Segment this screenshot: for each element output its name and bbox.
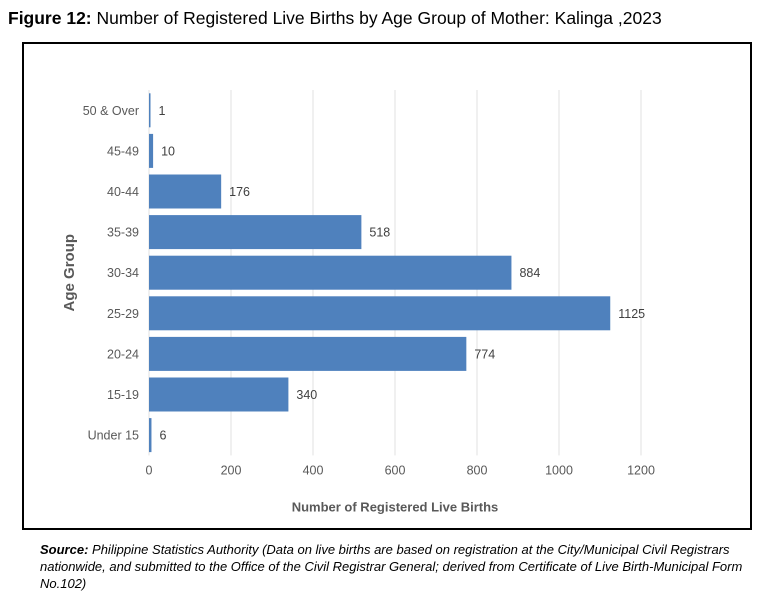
x-tick-label: 1200 — [627, 463, 655, 477]
y-tick-label: 50 & Over — [83, 104, 139, 118]
figure-label: Figure 12: — [8, 8, 92, 28]
y-axis-title: Age Group — [61, 234, 78, 312]
source-note: Source: Philippine Statistics Authority … — [40, 541, 775, 592]
y-tick-label: 15-19 — [107, 388, 139, 402]
data-label: 884 — [519, 266, 540, 280]
data-label: 6 — [159, 429, 166, 443]
bar — [149, 255, 512, 290]
x-tick-label: 1000 — [545, 463, 573, 477]
y-tick-label: Under 15 — [88, 429, 139, 443]
chart-frame: 0 200 400 600 800 1000 1200 50 & Over 1 45-49 10 40… — [22, 42, 752, 530]
bar — [149, 93, 151, 128]
data-label: 340 — [296, 388, 317, 402]
x-axis-title: Number of Registered Live Births — [292, 499, 499, 514]
y-tick-label: 30-34 — [107, 266, 139, 280]
source-label: Source: — [40, 542, 89, 557]
x-tick-label: 800 — [467, 463, 488, 477]
data-label: 518 — [369, 226, 390, 240]
y-tick-label: 20-24 — [107, 347, 139, 361]
bar — [149, 133, 154, 168]
y-tick-label: 45-49 — [107, 144, 139, 158]
x-tick-label: 400 — [303, 463, 324, 477]
bar — [149, 336, 467, 371]
bar — [149, 215, 362, 250]
bar-chart: 0 200 400 600 800 1000 1200 50 & Over 1 45-49 10 40… — [61, 90, 655, 514]
data-label: 10 — [161, 144, 175, 158]
bar — [149, 418, 152, 453]
data-label: 1125 — [618, 307, 645, 321]
y-tick-label: 25-29 — [107, 307, 139, 321]
source-text: Philippine Statistics Authority (Data on… — [40, 542, 743, 591]
y-tick-label: 40-44 — [107, 185, 139, 199]
figure-title: Figure 12: Number of Registered Live Bir… — [8, 8, 662, 29]
data-label: 176 — [229, 185, 250, 199]
data-label: 774 — [474, 347, 495, 361]
y-tick-label: 35-39 — [107, 226, 139, 240]
bar — [149, 296, 611, 331]
data-label: 1 — [159, 104, 166, 118]
x-tick-label: 200 — [221, 463, 242, 477]
bar — [149, 174, 222, 209]
figure-title-text: Number of Registered Live Births by Age … — [96, 8, 662, 28]
bar — [149, 377, 289, 412]
x-tick-label: 0 — [146, 463, 153, 477]
x-tick-label: 600 — [385, 463, 406, 477]
